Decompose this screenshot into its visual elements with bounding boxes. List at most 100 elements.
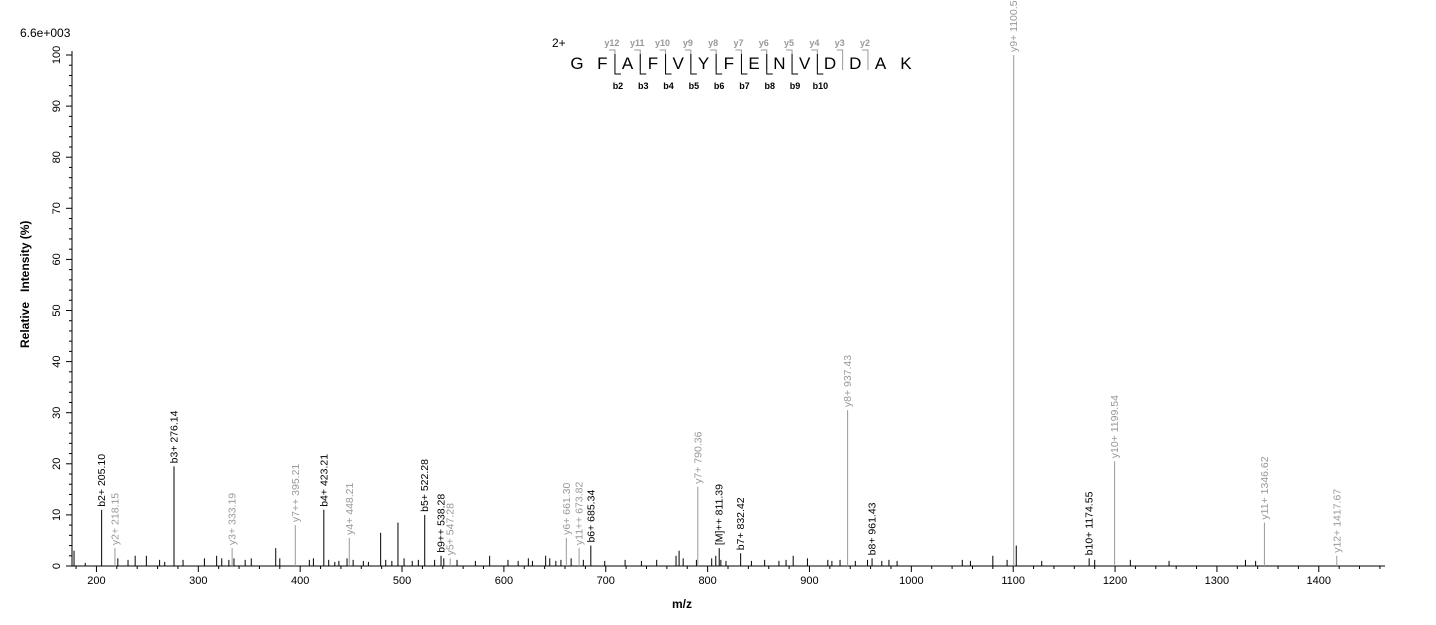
x-tick-label: 900	[800, 575, 818, 587]
peak-label: b9++ 538.28	[436, 494, 448, 553]
y-ion-bracket	[735, 49, 742, 70]
y-ion-label: y8	[708, 38, 718, 48]
y-tick-label: 20	[51, 458, 63, 470]
y-axis-label: Relative Intensity (%)	[18, 220, 32, 348]
peak-label: y12+ 1417.67	[1331, 489, 1343, 553]
y-tick-label: 70	[51, 202, 63, 214]
y-tick-label: 40	[51, 355, 63, 367]
y-tick-label: 50	[51, 304, 63, 316]
peak-label: b7+ 832.42	[735, 497, 747, 550]
y-ion-label: y2	[860, 38, 870, 48]
x-axis-label: m/z	[672, 597, 693, 611]
y-ion-label: y5	[784, 38, 794, 48]
residue: V	[673, 54, 685, 73]
b-ion-label: b8	[764, 81, 775, 91]
x-tick-label: 200	[87, 575, 105, 587]
peak-label: b8+ 961.43	[867, 502, 879, 555]
residue: V	[799, 54, 811, 73]
b-ion-bracket	[690, 54, 697, 75]
y-ion-label: y3	[835, 38, 845, 48]
peak-label: b3+ 276.14	[169, 410, 181, 463]
y-tick-label: 30	[51, 407, 63, 419]
y-tick-label: 10	[51, 509, 63, 521]
b-ion-label: b4	[663, 81, 674, 91]
y-tick-label: 90	[51, 100, 63, 112]
residue: N	[773, 54, 785, 73]
y-ion-bracket	[836, 49, 844, 70]
residue: F	[724, 54, 734, 73]
b-ion-label: b7	[739, 81, 750, 91]
residue: D	[824, 54, 836, 73]
peak-label: b5+ 522.28	[419, 459, 431, 512]
x-tick-label: 1100	[1001, 575, 1025, 587]
x-tick-label: 1400	[1307, 575, 1331, 587]
peak-label: y9+ 1100.50	[1008, 0, 1020, 52]
y-ion-bracket	[861, 49, 869, 70]
y-ion-bracket	[786, 49, 793, 70]
y-ion-label: y9	[683, 38, 693, 48]
peak-label: y2+ 218.15	[109, 493, 121, 545]
x-tick-label: 600	[495, 575, 513, 587]
y-ion-bracket	[608, 49, 616, 70]
y-ion-label: y11	[630, 38, 645, 48]
residue: Y	[698, 54, 709, 73]
y-tick-label: 60	[51, 253, 63, 265]
b-ion-label: b3	[638, 81, 649, 91]
charge-label: 2+	[552, 36, 566, 50]
x-tick-label: 1200	[1103, 575, 1127, 587]
b-ion-label: b5	[689, 81, 700, 91]
x-tick-label: 400	[291, 575, 309, 587]
x-tick-label: 800	[698, 575, 716, 587]
b-ion-bracket	[715, 54, 723, 75]
y-tick-label: 80	[51, 151, 63, 163]
axes: 200 300 400 500 600 700 800 900 1000 1100 1200 1300…	[51, 46, 1385, 587]
y-ion-label: y6	[759, 38, 769, 48]
peak-label: y11++ 673.82	[574, 482, 586, 546]
y-tick-label: 0	[51, 563, 63, 569]
y-ion-label: y10	[655, 38, 670, 48]
intensity-scale: 6.6e+003	[20, 26, 71, 40]
residue: D	[849, 54, 861, 73]
y-ion-label: y12	[604, 38, 619, 48]
peak-label: [M]++ 811.39	[714, 484, 726, 545]
residue: G	[570, 54, 583, 73]
residue: A	[875, 54, 887, 73]
peak-label: y4+ 448.21	[344, 482, 356, 534]
x-tick-label: 1300	[1205, 575, 1229, 587]
peak-label: y7++ 395.21	[290, 464, 302, 523]
b-ion-bracket	[665, 54, 672, 75]
residue: K	[900, 54, 912, 73]
residue: F	[597, 54, 607, 73]
b-ion-bracket	[816, 54, 824, 75]
x-tick-label: 1000	[899, 575, 923, 587]
b-ion-bracket	[740, 54, 748, 75]
residue: A	[622, 54, 634, 73]
b-ion-bracket	[614, 54, 621, 75]
b-ion-bracket	[766, 54, 773, 75]
residue: F	[648, 54, 658, 73]
y-ion-bracket	[684, 49, 692, 70]
x-tick-label: 500	[393, 575, 411, 587]
peak-label: y6+ 661.30	[561, 482, 573, 534]
y-ion-label: y4	[809, 38, 819, 48]
peak-label: b6+ 685.34	[585, 490, 597, 543]
residue: E	[748, 54, 759, 73]
peak-label: b4+ 423.21	[318, 454, 330, 507]
peak-label: y8+ 937.43	[842, 355, 854, 407]
peak-label: y7+ 790.36	[692, 431, 704, 483]
y-ion-bracket	[760, 49, 768, 70]
x-tick-label: 300	[189, 575, 207, 587]
b-ion-bracket	[791, 54, 799, 75]
peak-label: y5+ 547.28	[445, 503, 457, 555]
peak-label: b10+ 1174.55	[1084, 491, 1096, 555]
b-ion-label: b9	[790, 81, 801, 91]
peak-label: y3+ 333.19	[227, 493, 239, 545]
peak-label: y10+ 1199.54	[1109, 395, 1121, 458]
y-tick-label: 100	[51, 46, 63, 64]
y-ion-bracket	[659, 49, 667, 70]
x-tick-label: 700	[597, 575, 615, 587]
peak-label: b2+ 205.10	[96, 454, 108, 507]
